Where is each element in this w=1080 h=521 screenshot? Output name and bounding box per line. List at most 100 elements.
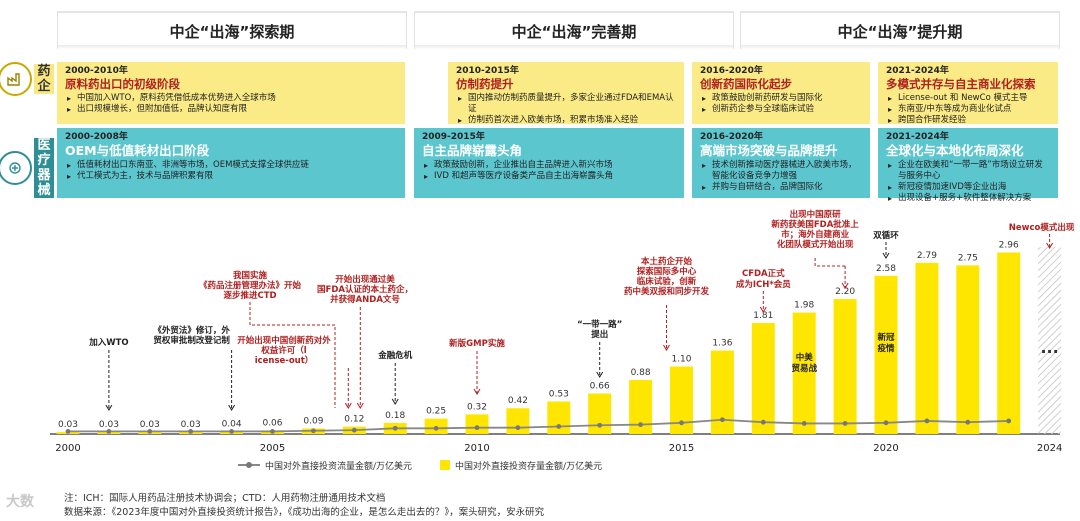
bar-value-label: 0.32: [467, 402, 487, 412]
annotation-license-out: 开始出现中国创新药对外: [237, 335, 331, 346]
bar-value-label: 0.66: [590, 382, 610, 392]
bar-value-label: 0.53: [549, 389, 569, 399]
flow-point: [433, 425, 439, 431]
legend-line-icon: [238, 462, 260, 468]
flow-point: [760, 419, 766, 425]
annotation-fda-approval: 新药获美国FDA批准上: [771, 219, 859, 230]
flow-point: [597, 422, 603, 428]
box-years: 2000-2008年: [65, 132, 128, 142]
box-bullet: 企业在欧美和“一带一路”市场设立研发与服务中心: [888, 160, 1050, 182]
annotation-fda-approval: 市；海外自建商业: [781, 229, 850, 240]
footnote-source: 数据来源：《2023年度中国对外直接投资统计报告》，《成功出海的企业，是怎么走出…: [64, 507, 545, 518]
annotation-dual-circulation: 双循环: [873, 230, 899, 241]
box-bullet: 代工模式为主，技术与品牌积累有限: [67, 171, 397, 182]
annotation-fda-anda-arrow-head: [356, 402, 364, 409]
annotation-cfda-ich-arrow-head: [759, 306, 767, 313]
placeholder-bar-2024: [1038, 246, 1062, 434]
flow-point: [801, 421, 807, 426]
phase-label: 中企“出海”提升期: [837, 22, 963, 41]
box-years: 2016-2020年: [700, 132, 763, 142]
box-title: 高端市场突破与品牌提升: [700, 143, 838, 158]
annotation-financial-crisis: 金融危机: [377, 350, 413, 361]
bar-value-label: 0.09: [303, 416, 323, 426]
factory-icon: [0, 62, 32, 96]
flow-point: [679, 420, 684, 426]
annotation-mrct: 临床试验，创新: [637, 276, 697, 287]
bar-value-label: 0.03: [99, 420, 119, 430]
phase-header-upgrade: 中企“出海”提升期: [740, 12, 1060, 49]
annotation-ctd-connector: [249, 302, 336, 408]
device-row-label: 医疗器械: [0, 138, 54, 198]
flow-point: [638, 422, 643, 428]
annotation-ctd: 《药品注册管理办法》开始: [199, 280, 302, 291]
box-years: 2010-2015年: [456, 66, 519, 76]
box-bullet: License-out 和 NewCo 模式主导: [888, 93, 1050, 104]
box-bullet: 政策鼓励创新药研发与国际化: [702, 93, 862, 104]
stock-bar: [751, 322, 775, 434]
stock-bar: [710, 350, 734, 434]
box-title: 全球化与本地化布局深化: [886, 143, 1024, 158]
stock-bar: [670, 366, 693, 434]
flow-point: [515, 425, 521, 431]
box-years: 2009-2015年: [422, 132, 485, 142]
pharma-box-2016-2020: 2016-2020年 创新药国际化起步 政策鼓励创新药研发与国际化创新药企参与全…: [692, 62, 870, 124]
flow-point: [270, 428, 275, 434]
bar-value-label: 0.04: [222, 420, 242, 430]
annotation-cfda-ich: 成为ICH*会员: [736, 279, 791, 290]
flow-point: [842, 421, 848, 426]
annotation-mrct: 本土药企开始: [641, 256, 693, 267]
box-years: 2021-2024年: [886, 132, 949, 142]
annotation-license-out-arrow-head: [344, 402, 352, 409]
annotation-trade-law: 贸权审批制改登记制: [153, 335, 230, 346]
bar-value-label: 1.98: [794, 301, 814, 311]
stock-bar: [915, 262, 939, 434]
annotation-ctd: 我国实施: [233, 270, 268, 281]
bar-value-label: 0.03: [140, 420, 160, 430]
device-tag: 医疗器械: [34, 138, 54, 198]
bar-value-label: 0.12: [344, 415, 364, 425]
bar-value-label: 0.18: [385, 411, 405, 421]
annotation-dual-circulation-arrow-head: [882, 252, 890, 259]
box-bullet: 国内推动仿制药质量提升，多家企业通过FDA和EMA认证: [458, 93, 676, 115]
stock-bar: [547, 401, 571, 434]
stock-bar: [833, 299, 857, 434]
annotation-trade-war: 中美: [796, 352, 814, 363]
flow-point: [474, 425, 480, 431]
annotation-fda-anda: 并获得ANDA文号: [330, 294, 400, 305]
flow-point: [188, 428, 194, 434]
box-bullet: 并购与自研结合，品牌国际化: [702, 182, 862, 193]
legend-label: 中国对外直接投资流量金额/万亿美元: [265, 461, 413, 472]
flow-point: [1006, 418, 1012, 424]
bar-value-label: 1.36: [712, 339, 732, 349]
annotation-new-gmp-arrow-head: [473, 388, 481, 395]
annotation-mrct: 药中美双报和同步开发: [624, 286, 710, 297]
bar-value-label: 1.81: [753, 311, 773, 321]
x-tick-label: 2010: [464, 443, 489, 454]
x-tick-label: 2024: [1037, 443, 1062, 454]
annotation-license-out: 权益许可（l: [260, 345, 307, 356]
stock-bar: [588, 393, 612, 434]
bar-value-label: 2.79: [917, 251, 937, 261]
x-tick-label: 2005: [260, 443, 285, 454]
annotation-trade-law: 《外贸法》修订，外: [153, 325, 230, 336]
flow-point: [147, 428, 153, 434]
annotation-belt-road: “一带一路”: [577, 319, 622, 330]
bar-value-label: 0.88: [631, 368, 651, 378]
annotation-fda-approval-connector: [814, 258, 846, 267]
stock-bar: [506, 408, 530, 434]
box-years: 2016-2020年: [700, 66, 763, 76]
flow-point: [311, 428, 316, 434]
box-bullet: 中国加入WTO，原料药凭借低成本优势进入全球市场: [67, 93, 397, 104]
pharma-row-label: 药企: [0, 62, 54, 96]
bar-value-label: 0.42: [508, 396, 528, 406]
box-title: 多模式并存与自主商业化探索: [886, 77, 1036, 91]
pharma-box-2000-2010: 2000-2010年 原料药出口的初级阶段 中国加入WTO，原料药凭借低成本优势…: [57, 62, 405, 124]
device-box-2016-2020: 2016-2020年 高端市场突破与品牌提升 技术创新推动医疗器械进入欧美市场，…: [692, 128, 870, 198]
legend-label: 中国对外直接投资存量金额/万亿美元: [455, 461, 603, 472]
annotation-new-gmp: 新版GMP实施: [449, 338, 505, 349]
flow-line: [68, 418, 1009, 433]
chart-legend: 中国对外直接投资流量金额/万亿美元 中国对外直接投资存量金额/万亿美元: [238, 454, 648, 476]
device-box-2009-2015: 2009-2015年 自主品牌崭露头角 政策鼓励创新，企业推出自主品牌进入新兴市…: [414, 128, 684, 198]
stock-bar: [629, 380, 653, 434]
